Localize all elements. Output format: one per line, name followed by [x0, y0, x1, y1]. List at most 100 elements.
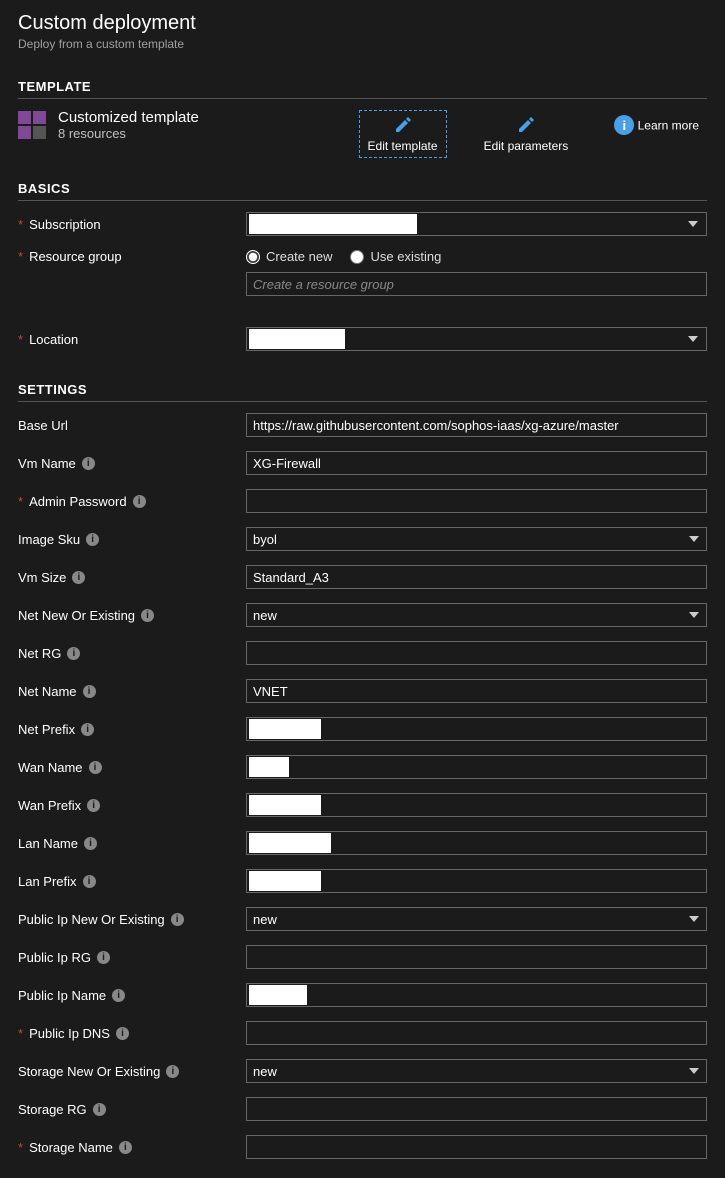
location-value [249, 329, 345, 349]
info-icon: i [614, 115, 634, 135]
learn-more-label: Learn more [638, 119, 699, 133]
wan-name-value [249, 757, 289, 777]
info-icon[interactable]: i [166, 1065, 179, 1078]
info-icon[interactable]: i [93, 1103, 106, 1116]
rg-use-existing-label: Use existing [370, 249, 441, 264]
info-icon[interactable]: i [119, 1141, 132, 1154]
info-icon[interactable]: i [72, 571, 85, 584]
required-marker: * [18, 217, 23, 232]
resource-group-row: * Resource group Create new Use existing [18, 249, 707, 296]
rg-use-existing-radio[interactable]: Use existing [350, 249, 441, 264]
net-rg-input[interactable] [246, 641, 707, 665]
info-icon[interactable]: i [87, 799, 100, 812]
resource-group-input[interactable] [246, 272, 707, 296]
edit-template-label: Edit template [368, 139, 438, 153]
public-ip-rg-input[interactable] [246, 945, 707, 969]
image-sku-label: Image Sku [18, 532, 80, 547]
storage-new-or-existing-select[interactable]: new [246, 1059, 707, 1083]
location-label: Location [29, 332, 78, 347]
info-icon[interactable]: i [82, 457, 95, 470]
storage-rg-input[interactable] [246, 1097, 707, 1121]
public-ip-dns-input[interactable] [246, 1021, 707, 1045]
net-prefix-row: Net Prefix i [18, 716, 707, 742]
net-new-or-existing-select[interactable]: new [246, 603, 707, 627]
public-ip-rg-row: Public Ip RGi [18, 944, 707, 970]
info-icon[interactable]: i [171, 913, 184, 926]
public-ip-dns-label: Public Ip DNS [29, 1026, 110, 1041]
info-icon[interactable]: i [86, 533, 99, 546]
admin-password-input[interactable] [246, 489, 707, 513]
image-sku-row: Image Sku i byol [18, 526, 707, 552]
subscription-select[interactable] [246, 212, 707, 236]
net-prefix-value [249, 719, 321, 739]
wan-prefix-row: Wan Prefix i [18, 792, 707, 818]
net-name-row: Net Name i [18, 678, 707, 704]
wan-name-input[interactable] [246, 755, 707, 779]
page-subtitle: Deploy from a custom template [18, 37, 707, 51]
template-title: Customized template [58, 109, 199, 126]
chevron-down-icon [688, 336, 698, 342]
storage-name-row: *Storage Namei [18, 1134, 707, 1160]
public-ip-new-or-existing-select[interactable]: new [246, 907, 707, 931]
lan-name-input[interactable] [246, 831, 707, 855]
public-ip-name-row: Public Ip Namei [18, 982, 707, 1008]
storage-rg-row: Storage RG i [18, 1096, 707, 1122]
lan-prefix-label: Lan Prefix [18, 874, 77, 889]
public-ip-dns-row: *Public Ip DNSi [18, 1020, 707, 1046]
template-summary-row: Customized template 8 resources Edit tem… [18, 109, 707, 157]
info-icon[interactable]: i [83, 875, 96, 888]
info-icon[interactable]: i [112, 989, 125, 1002]
lan-prefix-input[interactable] [246, 869, 707, 893]
storage-new-or-existing-row: Storage New Or Existinginew [18, 1058, 707, 1084]
net-new-or-existing-label: Net New Or Existing [18, 608, 135, 623]
info-icon[interactable]: i [141, 609, 154, 622]
pencil-icon [393, 115, 413, 135]
storage-rg-label: Storage RG [18, 1102, 87, 1117]
info-icon[interactable]: i [116, 1027, 129, 1040]
vm-name-row: Vm Name i [18, 450, 707, 476]
required-marker: * [18, 249, 23, 264]
net-name-input[interactable] [246, 679, 707, 703]
info-icon[interactable]: i [84, 837, 97, 850]
edit-template-button[interactable]: Edit template [360, 111, 446, 157]
edit-parameters-button[interactable]: Edit parameters [476, 111, 577, 157]
info-icon[interactable]: i [83, 685, 96, 698]
subscription-row: *Subscription [18, 211, 707, 237]
image-sku-select[interactable]: byol [246, 527, 707, 551]
required-marker: * [18, 494, 23, 509]
net-name-label: Net Name [18, 684, 77, 699]
wan-prefix-value [249, 795, 321, 815]
public-ip-name-input[interactable] [246, 983, 707, 1007]
learn-more-button[interactable]: i Learn more [606, 111, 707, 157]
lan-name-value [249, 833, 331, 853]
required-marker: * [18, 332, 23, 347]
vm-name-label: Vm Name [18, 456, 76, 471]
wan-name-row: Wan Namei [18, 754, 707, 780]
rg-create-new-radio[interactable]: Create new [246, 249, 332, 264]
template-icon [18, 111, 46, 139]
info-icon[interactable]: i [81, 723, 94, 736]
rg-create-new-label: Create new [266, 249, 332, 264]
location-select[interactable] [246, 327, 707, 351]
wan-prefix-input[interactable] [246, 793, 707, 817]
info-icon[interactable]: i [97, 951, 110, 964]
lan-name-row: Lan Namei [18, 830, 707, 856]
vm-size-input[interactable] [246, 565, 707, 589]
location-row: * Location [18, 326, 707, 352]
net-rg-row: Net RGi [18, 640, 707, 666]
info-icon[interactable]: i [67, 647, 80, 660]
info-icon[interactable]: i [89, 761, 102, 774]
storage-name-input[interactable] [246, 1135, 707, 1159]
base-url-input[interactable] [246, 413, 707, 437]
public-ip-name-value [249, 985, 307, 1005]
resource-group-label: Resource group [29, 249, 122, 264]
storage-name-label: Storage Name [29, 1140, 113, 1155]
net-prefix-input[interactable] [246, 717, 707, 741]
net-prefix-label: Net Prefix [18, 722, 75, 737]
public-ip-new-or-existing-label: Public Ip New Or Existing [18, 912, 165, 927]
public-ip-new-or-existing-row: Public Ip New Or Existing i new [18, 906, 707, 932]
wan-prefix-label: Wan Prefix [18, 798, 81, 813]
vm-name-input[interactable] [246, 451, 707, 475]
info-icon[interactable]: i [133, 495, 146, 508]
page-title: Custom deployment [18, 12, 707, 35]
